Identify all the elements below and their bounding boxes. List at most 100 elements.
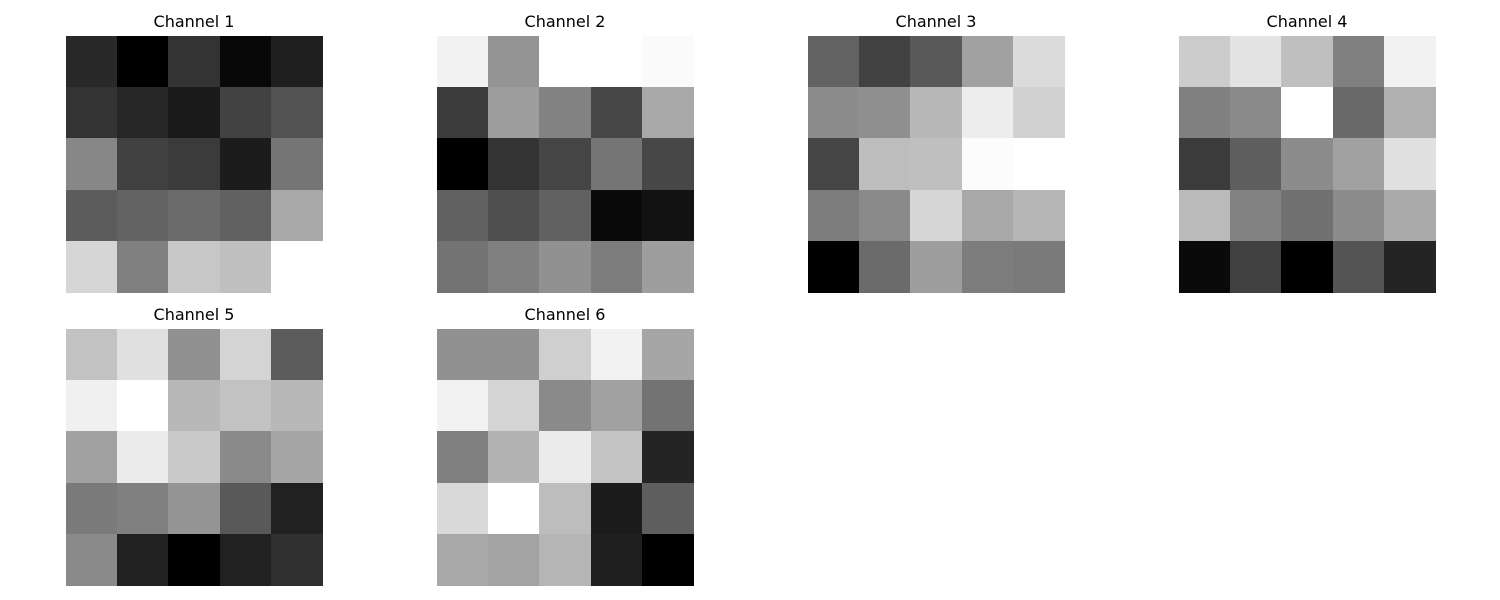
heatmap-cell <box>961 87 1014 140</box>
heatmap-cell <box>1179 87 1231 140</box>
heatmap-cell <box>539 482 592 535</box>
heatmap-cell <box>1012 138 1065 191</box>
heatmap-cell <box>270 36 323 88</box>
heatmap-cell <box>219 189 272 242</box>
heatmap-cell <box>1179 240 1231 293</box>
heatmap-cell <box>539 189 592 242</box>
heatmap-cell <box>168 189 221 242</box>
heatmap-cell <box>641 329 694 381</box>
heatmap-cell <box>488 138 541 191</box>
heatmap-cell <box>641 482 694 535</box>
heatmap-cell <box>539 138 592 191</box>
heatmap-cell <box>808 138 860 191</box>
heatmap-cell <box>168 482 221 535</box>
heatmap-cell <box>219 329 272 381</box>
heatmap-cell <box>961 189 1014 242</box>
heatmap-cell <box>641 533 694 586</box>
heatmap-cell <box>808 36 860 88</box>
heatmap-cell <box>270 240 323 293</box>
heatmap-cell <box>910 36 963 88</box>
heatmap-cell <box>66 240 118 293</box>
heatmap-cell <box>219 36 272 88</box>
heatmap-cell <box>1012 189 1065 242</box>
heatmap-cell <box>270 482 323 535</box>
panel-title: Channel 1 <box>153 12 235 31</box>
heatmap-cell <box>488 482 541 535</box>
heatmap-cell <box>168 533 221 586</box>
heatmap-cell <box>270 87 323 140</box>
panel-title: Channel 5 <box>153 305 235 324</box>
heatmap-cell <box>1332 138 1385 191</box>
heatmap-cell <box>219 138 272 191</box>
panel-title: Channel 3 <box>895 12 977 31</box>
heatmap-cell <box>641 189 694 242</box>
heatmap-cell <box>1332 189 1385 242</box>
heatmap-cell <box>641 36 694 88</box>
heatmap <box>437 36 694 293</box>
heatmap-cell <box>539 329 592 381</box>
heatmap-cell <box>859 87 912 140</box>
heatmap-cell <box>859 138 912 191</box>
heatmap-cell <box>539 240 592 293</box>
heatmap-cell <box>168 329 221 381</box>
heatmap-cell <box>539 380 592 433</box>
heatmap-cell <box>270 329 323 381</box>
heatmap-cell <box>1383 87 1436 140</box>
heatmap-cell <box>66 482 118 535</box>
heatmap-cell <box>66 189 118 242</box>
heatmap-cell <box>1332 36 1385 88</box>
heatmap-cell <box>488 189 541 242</box>
heatmap-cell <box>168 87 221 140</box>
heatmap-cell <box>590 87 643 140</box>
heatmap-cell <box>66 36 118 88</box>
heatmap-cell <box>66 138 118 191</box>
heatmap-cell <box>1332 87 1385 140</box>
heatmap-cell <box>859 240 912 293</box>
heatmap-cell <box>488 240 541 293</box>
panel-title: Channel 2 <box>524 12 606 31</box>
heatmap <box>66 36 323 293</box>
heatmap-cell <box>590 189 643 242</box>
heatmap-cell <box>590 380 643 433</box>
heatmap-cell <box>1281 189 1334 242</box>
heatmap-cell <box>437 138 489 191</box>
heatmap-cell <box>1012 36 1065 88</box>
heatmap-cell <box>219 431 272 484</box>
heatmap-cell <box>270 138 323 191</box>
heatmap-cell <box>488 533 541 586</box>
heatmap-cell <box>539 36 592 88</box>
heatmap-cell <box>488 36 541 88</box>
heatmap-cell <box>488 431 541 484</box>
heatmap-cell <box>117 482 170 535</box>
heatmap-cell <box>168 380 221 433</box>
heatmap-cell <box>219 482 272 535</box>
heatmap <box>437 329 694 586</box>
heatmap-cell <box>437 36 489 88</box>
heatmap-cell <box>437 533 489 586</box>
heatmap-cell <box>219 380 272 433</box>
heatmap-cell <box>66 380 118 433</box>
heatmap-cell <box>808 87 860 140</box>
heatmap-cell <box>1383 189 1436 242</box>
heatmap-cell <box>1332 240 1385 293</box>
heatmap-cell <box>1281 36 1334 88</box>
heatmap <box>1179 36 1436 293</box>
heatmap-cell <box>590 36 643 88</box>
heatmap-cell <box>1179 138 1231 191</box>
heatmap-cell <box>1179 36 1231 88</box>
heatmap-cell <box>641 87 694 140</box>
heatmap-cell <box>641 240 694 293</box>
heatmap-cell <box>590 533 643 586</box>
heatmap-cell <box>641 380 694 433</box>
heatmap-cell <box>590 482 643 535</box>
panel-title: Channel 6 <box>524 305 606 324</box>
heatmap-cell <box>910 189 963 242</box>
heatmap-cell <box>1230 240 1283 293</box>
heatmap-cell <box>437 189 489 242</box>
heatmap-cell <box>1281 138 1334 191</box>
heatmap-cell <box>1230 138 1283 191</box>
heatmap-cell <box>168 36 221 88</box>
heatmap-cell <box>1012 87 1065 140</box>
heatmap-cell <box>590 329 643 381</box>
